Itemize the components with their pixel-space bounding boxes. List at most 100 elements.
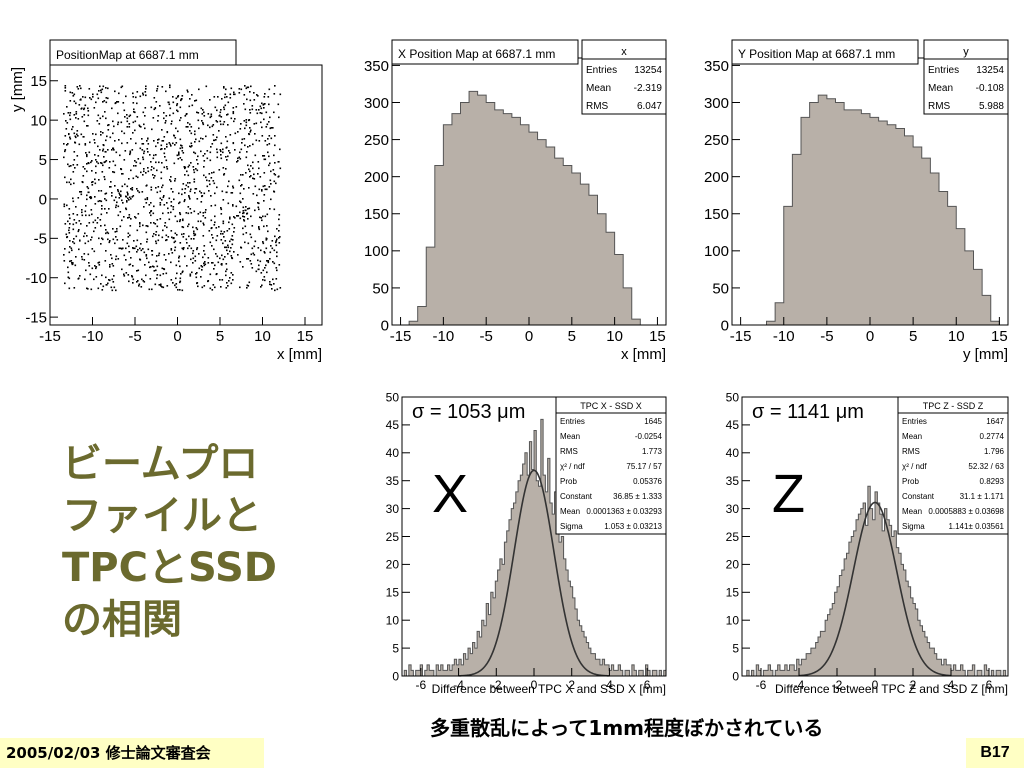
y-tick-label: 200 xyxy=(364,169,389,186)
sigma-label: σ = 1053 μm xyxy=(412,401,525,423)
variable-label: Z xyxy=(772,464,805,524)
y-tick-label: 250 xyxy=(364,132,389,149)
x-tick-label: -2 xyxy=(491,678,502,692)
chart-title-box xyxy=(391,39,579,65)
stats-value: 1.053 ± 0.03213 xyxy=(604,522,662,531)
stats-label: Sigma xyxy=(902,522,925,531)
x-tick-label: 0 xyxy=(173,328,181,345)
stats-label: χ² / ndf xyxy=(560,462,585,471)
x-tick-label: 10 xyxy=(606,328,623,345)
y-tick-label: -5 xyxy=(34,231,47,248)
chart-title-box xyxy=(731,39,919,65)
stats-value: -2.319 xyxy=(634,83,663,94)
slide-title-line: の相関 xyxy=(62,597,182,643)
stats-box xyxy=(555,396,667,535)
stats-value: 0.8293 xyxy=(980,477,1005,486)
y-tick-label: 5 xyxy=(732,641,739,655)
stats-value: 1.796 xyxy=(984,447,1005,456)
stats-value: 5.988 xyxy=(979,101,1004,112)
y-tick-label: 30 xyxy=(726,502,740,516)
y-tick-label: 50 xyxy=(386,390,400,404)
stats-value: 1.141± 0.03561 xyxy=(948,522,1004,531)
y-tick-label: 40 xyxy=(726,446,740,460)
plot-frame xyxy=(49,64,323,326)
position-map-panel: -15 -10 -5 0 5 10 15 -15 -10 -5 0 5 10 15 x [mm] y [mm]… xyxy=(0,0,340,370)
x-tick-label: 5 xyxy=(909,328,917,345)
x-tick-label: -10 xyxy=(773,328,795,345)
y-tick-label: -10 xyxy=(25,270,47,287)
x-tick-label: 15 xyxy=(649,328,666,345)
y-tick-label: 0 xyxy=(732,669,739,683)
x-axis-label: x [mm] xyxy=(277,346,322,363)
x-tick-label: 10 xyxy=(254,328,271,345)
histogram-bars xyxy=(766,94,1000,326)
x-axis-label: Difference between TPC Z and SSD Z [mm] xyxy=(775,682,1008,696)
stats-value: 0.0001363 ± 0.03293 xyxy=(586,507,662,516)
x-tick-label: 4 xyxy=(606,678,613,692)
x-tick-label: -15 xyxy=(730,328,752,345)
stats-label: Mean xyxy=(586,83,611,94)
slide-caption: 多重散乱によって1mm程度ぼかされている xyxy=(430,716,824,740)
stats-label: Mean xyxy=(560,432,580,441)
y-tick-label: 50 xyxy=(726,390,740,404)
y-tick-label: 25 xyxy=(386,530,400,544)
sigma-label: σ = 1141 μm xyxy=(752,401,864,423)
x-tick-label: -5 xyxy=(820,328,833,345)
y-tick-label: 15 xyxy=(386,586,400,600)
y-tick-label: 35 xyxy=(726,474,740,488)
x-axis-label: y [mm] xyxy=(963,346,1008,363)
y-tick-label: 10 xyxy=(726,614,740,628)
x-tick-label: -10 xyxy=(82,328,104,345)
y-tick-label: 5 xyxy=(39,152,47,169)
stats-value: 31.1 ± 1.171 xyxy=(960,492,1005,501)
y-tick-label: 0 xyxy=(721,317,729,334)
stats-value: -0.108 xyxy=(976,83,1005,94)
x-axis-label: x [mm] xyxy=(621,346,666,363)
stats-label: χ² / ndf xyxy=(902,462,927,471)
stats-box xyxy=(923,39,1009,115)
stats-label: Entries xyxy=(586,65,617,76)
y-axis-label: y [mm] xyxy=(9,67,26,112)
x-tick-label: 4 xyxy=(948,678,955,692)
stats-label: Constant xyxy=(560,492,593,501)
y-tick-label: 250 xyxy=(704,132,729,149)
chart-title: X Position Map at 6687.1 mm xyxy=(398,47,555,61)
x-tick-label: 6 xyxy=(986,678,993,692)
y-position-map-panel: -15 -10 -5 0 5 10 15 0 50 100 150 200 250 300 350 y [mm… xyxy=(680,0,1024,370)
stats-value: 1647 xyxy=(986,417,1004,426)
x-tick-label: -2 xyxy=(832,678,843,692)
x-tick-label: 2 xyxy=(568,678,575,692)
stats-value: 13254 xyxy=(976,65,1004,76)
x-tick-label: -5 xyxy=(480,328,493,345)
x-tick-label: 10 xyxy=(948,328,965,345)
x-tick-label: 0 xyxy=(531,678,538,692)
stats-label: Entries xyxy=(902,417,927,426)
variable-label: X xyxy=(432,464,468,524)
y-tick-label: 0 xyxy=(39,191,47,208)
stats-value: 52.32 / 63 xyxy=(968,462,1004,471)
y-tick-label: 150 xyxy=(364,206,389,223)
y-tick-label: 350 xyxy=(364,58,389,75)
slide-title-line: ファイルと xyxy=(62,493,262,539)
y-tick-label: 45 xyxy=(726,418,740,432)
y-tick-label: 35 xyxy=(386,474,400,488)
stats-label: RMS xyxy=(560,447,578,456)
stats-label: Prob xyxy=(902,477,919,486)
stats-header: y xyxy=(963,46,969,58)
x-tick-label: -6 xyxy=(756,678,767,692)
x-tick-label: 0 xyxy=(872,678,879,692)
stats-header: TPC X - SSD X xyxy=(580,401,642,411)
x-tick-label: 0 xyxy=(866,328,874,345)
footer-date: 2005/02/03 修士論文審査会 xyxy=(0,738,264,768)
chart-title-box xyxy=(49,39,237,66)
stats-box xyxy=(897,396,1009,535)
x-axis-label: Difference between TPC X and SSD X [mm] xyxy=(432,682,666,696)
y-tick-label: 0 xyxy=(392,669,399,683)
y-tick-label: 30 xyxy=(386,502,400,516)
slide-title-line: ビームプロ xyxy=(62,441,259,487)
stats-value: 13254 xyxy=(634,65,662,76)
x-tick-label: -15 xyxy=(390,328,412,345)
stats-value: 75.17 / 57 xyxy=(626,462,662,471)
